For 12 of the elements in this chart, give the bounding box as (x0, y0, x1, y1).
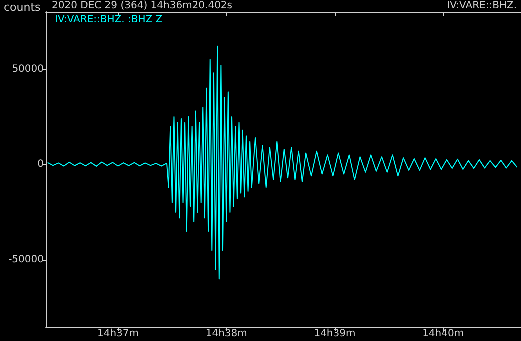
y-tick-label: 50000 (12, 64, 44, 75)
y-tick-label: 0 (38, 159, 44, 170)
chart-title: 2020 DEC 29 (364) 14h36m20.402s (52, 0, 233, 12)
y-tick-label: -50000 (8, 254, 44, 266)
text: IV:VARE::BHZ. (447, 0, 518, 12)
x-tick-label: 14h37m (97, 328, 140, 340)
text: IV:VARE::BHZ. :BHZ Z (55, 14, 163, 26)
x-tick-label: 14h39m (314, 328, 356, 340)
line-series (47, 46, 518, 280)
x-tick-label: 14h38m (206, 328, 248, 340)
y-axis-title: counts (4, 1, 42, 14)
x-tick-label: 14h40m (422, 328, 464, 340)
